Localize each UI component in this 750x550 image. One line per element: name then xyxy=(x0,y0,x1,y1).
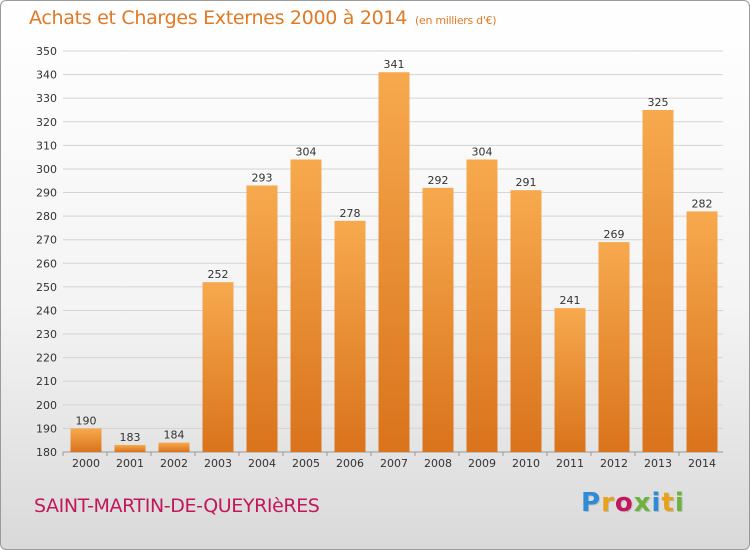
data-label: 291 xyxy=(516,176,537,189)
data-label: 293 xyxy=(252,171,273,184)
x-tick-label: 2007 xyxy=(380,457,408,470)
y-tick-label: 240 xyxy=(36,304,57,317)
data-label: 278 xyxy=(340,207,361,220)
x-tick-label: 2012 xyxy=(600,457,628,470)
data-label: 341 xyxy=(384,58,405,71)
commune-name: SAINT-MARTIN-DE-QUEYRIèRES xyxy=(34,495,320,517)
y-tick-label: 230 xyxy=(36,328,57,341)
y-tick-label: 200 xyxy=(36,399,57,412)
y-axis: 180 190 200 210 220 230 240 250 260 270 280 290 300 3… xyxy=(36,45,57,459)
logo-letter: r xyxy=(601,488,615,518)
bar-2009 xyxy=(466,159,498,452)
data-label: 184 xyxy=(164,429,185,442)
data-label: 304 xyxy=(296,146,317,159)
x-axis: 2000 2001 2002 2003 2004 2005 2006 2007 2008 2009… xyxy=(62,452,716,470)
bar-2012 xyxy=(598,242,630,452)
data-label: 190 xyxy=(76,414,97,427)
x-tick-label: 2002 xyxy=(160,457,188,470)
bar-2004 xyxy=(246,185,278,452)
y-tick-label: 350 xyxy=(36,45,57,58)
y-tick-label: 310 xyxy=(36,139,57,152)
y-tick-label: 190 xyxy=(36,422,57,435)
x-tick-label: 2009 xyxy=(468,457,496,470)
logo-letter: i xyxy=(651,488,662,518)
bar-2001 xyxy=(114,444,146,452)
bar-2002 xyxy=(158,442,190,452)
y-tick-label: 340 xyxy=(36,69,57,82)
y-tick-label: 220 xyxy=(36,352,57,365)
logo-letter: o xyxy=(614,488,634,518)
y-tick-label: 210 xyxy=(36,375,57,388)
logo-letter: x xyxy=(633,488,652,518)
proxiti-logo: Proxiti xyxy=(581,488,685,518)
y-tick-label: 330 xyxy=(36,92,57,105)
bar-2014 xyxy=(686,211,718,452)
x-tick-label: 2001 xyxy=(116,457,144,470)
bar-2003 xyxy=(202,282,234,452)
y-tick-label: 180 xyxy=(36,446,57,459)
x-tick-label: 2006 xyxy=(336,457,364,470)
x-tick-label: 2014 xyxy=(688,457,716,470)
bar-2011 xyxy=(554,308,586,452)
x-tick-label: 2005 xyxy=(292,457,320,470)
x-tick-label: 2003 xyxy=(204,457,232,470)
chart-subtitle: (en milliers d'€) xyxy=(415,14,497,27)
x-tick-label: 2004 xyxy=(248,457,276,470)
data-label: 241 xyxy=(560,294,581,307)
chart-title-text: Achats et Charges Externes 2000 à 2014 xyxy=(29,7,408,29)
data-label: 252 xyxy=(208,268,229,281)
bar-2006 xyxy=(334,220,366,452)
data-label: 269 xyxy=(604,228,625,241)
data-label: 304 xyxy=(472,146,493,159)
bar-2010 xyxy=(510,190,542,452)
bar-2005 xyxy=(290,159,322,452)
x-tick-label: 2013 xyxy=(644,457,672,470)
bar-2008 xyxy=(422,187,454,452)
bars xyxy=(70,72,718,453)
y-tick-label: 300 xyxy=(36,163,57,176)
y-tick-label: 320 xyxy=(36,116,57,129)
data-label: 282 xyxy=(692,197,713,210)
logo-letter: t xyxy=(661,488,675,518)
data-label: 325 xyxy=(648,96,669,109)
y-tick-label: 260 xyxy=(36,257,57,270)
y-tick-label: 280 xyxy=(36,210,57,223)
x-tick-label: 2008 xyxy=(424,457,452,470)
bar-2007 xyxy=(378,72,410,453)
logo-letter: P xyxy=(581,488,602,518)
chart-title: Achats et Charges Externes 2000 à 2014 (e… xyxy=(29,7,497,29)
x-tick-label: 2010 xyxy=(512,457,540,470)
x-tick-label: 2000 xyxy=(72,457,100,470)
bar-2013 xyxy=(642,109,674,453)
y-tick-label: 270 xyxy=(36,234,57,247)
x-tick-label: 2011 xyxy=(556,457,584,470)
y-tick-label: 250 xyxy=(36,281,57,294)
y-tick-label: 290 xyxy=(36,187,57,200)
data-labels: 190 183 184 252 293 304 278 341 292 304 291 241 269 3… xyxy=(76,58,713,444)
logo-letter: i xyxy=(674,488,685,518)
data-label: 292 xyxy=(428,174,449,187)
bar-2000 xyxy=(70,428,102,452)
data-label: 183 xyxy=(120,431,141,444)
